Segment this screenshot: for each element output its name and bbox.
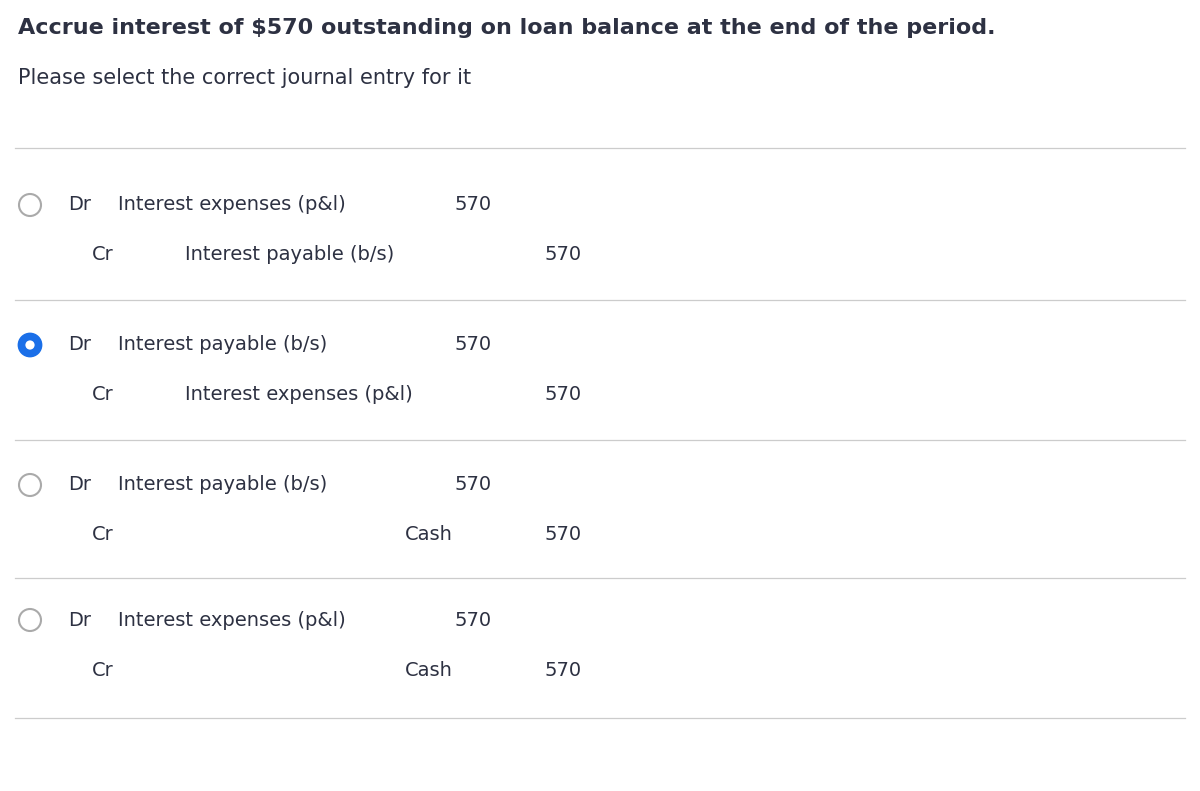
Text: 570: 570 (455, 475, 492, 494)
Text: Cash: Cash (406, 660, 452, 679)
Text: 570: 570 (545, 385, 582, 404)
Circle shape (19, 474, 41, 496)
Text: Dr: Dr (68, 335, 91, 354)
Circle shape (19, 609, 41, 631)
Text: Cr: Cr (92, 525, 114, 544)
Text: Cr: Cr (92, 245, 114, 264)
Text: Please select the correct journal entry for it: Please select the correct journal entry … (18, 68, 472, 88)
Text: Interest expenses (p&l): Interest expenses (p&l) (118, 611, 346, 630)
Text: Interest payable (b/s): Interest payable (b/s) (185, 245, 395, 264)
Text: Interest expenses (p&l): Interest expenses (p&l) (185, 385, 413, 404)
Circle shape (19, 334, 41, 356)
Text: Cr: Cr (92, 385, 114, 404)
Text: Dr: Dr (68, 611, 91, 630)
Text: Cash: Cash (406, 525, 452, 544)
Circle shape (19, 194, 41, 216)
Text: 570: 570 (455, 335, 492, 354)
Text: Interest expenses (p&l): Interest expenses (p&l) (118, 195, 346, 214)
Circle shape (25, 340, 35, 350)
Text: Dr: Dr (68, 195, 91, 214)
Text: Accrue interest of $570 outstanding on loan balance at the end of the period.: Accrue interest of $570 outstanding on l… (18, 18, 996, 38)
Text: 570: 570 (545, 245, 582, 264)
Text: Interest payable (b/s): Interest payable (b/s) (118, 335, 328, 354)
Text: 570: 570 (455, 611, 492, 630)
Text: Cr: Cr (92, 660, 114, 679)
Text: 570: 570 (455, 195, 492, 214)
Text: Interest payable (b/s): Interest payable (b/s) (118, 475, 328, 494)
Text: Dr: Dr (68, 475, 91, 494)
Text: 570: 570 (545, 660, 582, 679)
Text: 570: 570 (545, 525, 582, 544)
